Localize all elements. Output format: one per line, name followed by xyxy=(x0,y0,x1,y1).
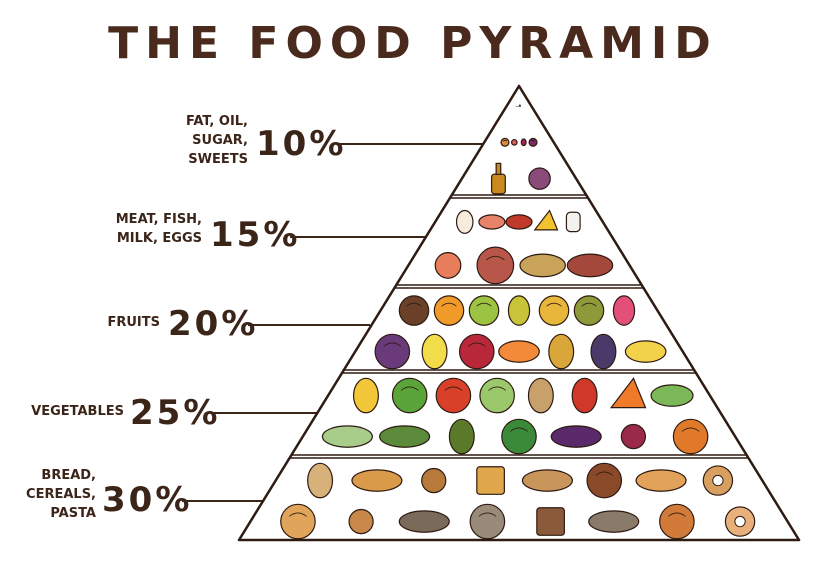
salmon-steak-icon xyxy=(478,214,506,230)
tier-percent-grains: 30% xyxy=(102,480,193,520)
tier-percent-vegetables: 25% xyxy=(130,393,221,433)
pomegranate-icon xyxy=(458,333,495,370)
pastry-icon xyxy=(500,137,510,147)
lettuce-icon xyxy=(391,377,428,414)
cucumber-icon xyxy=(379,425,431,448)
syrup-bottle-icon xyxy=(490,162,506,195)
ice-cream-cone-icon xyxy=(518,103,522,107)
tier-label-fruits: FRUITS xyxy=(80,313,160,332)
cookie-icon xyxy=(348,508,374,535)
jam-jar-icon xyxy=(520,138,527,147)
beet-icon xyxy=(620,423,647,450)
rye-bread-icon xyxy=(398,510,450,533)
eggplant-icon xyxy=(550,425,602,448)
tier-percent-fats: 10% xyxy=(256,124,347,164)
tier-label-fats: FAT, OIL, SUGAR, SWEETS xyxy=(150,112,248,169)
pineapple-icon xyxy=(548,333,575,370)
pear-icon xyxy=(507,295,531,326)
pretzel-icon xyxy=(421,467,447,494)
candy-icon xyxy=(510,138,518,146)
lobster-icon xyxy=(505,214,533,230)
leader-line-vegetables xyxy=(212,412,322,414)
long-loaf-icon xyxy=(588,510,640,533)
tier-label-line: FRUITS xyxy=(107,315,160,330)
avocado-icon xyxy=(448,418,475,455)
tier-label-line: FAT, OIL, xyxy=(185,114,248,129)
plum-icon xyxy=(590,333,617,370)
apple-icon xyxy=(468,295,500,326)
tomato-icon xyxy=(435,377,472,414)
page-title: THE FOOD PYRAMID xyxy=(108,18,718,69)
waffle-icon xyxy=(476,466,505,495)
baguette-icon xyxy=(351,469,403,492)
berry-pie-icon xyxy=(528,137,538,147)
tier-label-protein: MEAT, FISH, MILK, EGGS xyxy=(100,210,202,248)
orange-icon xyxy=(433,295,465,326)
leader-line-grains xyxy=(182,500,274,502)
tier-percent-fruits: 20% xyxy=(168,304,259,344)
leader-line-protein xyxy=(290,236,430,238)
celery-icon xyxy=(650,384,694,407)
milk-glass-icon xyxy=(565,211,581,233)
cabbage-icon xyxy=(479,377,515,414)
lemon-icon xyxy=(421,333,448,370)
leek-icon xyxy=(321,425,373,448)
cheese-wedge-icon xyxy=(533,209,559,231)
leader-line-fruits xyxy=(248,324,370,326)
grapes-icon xyxy=(374,333,411,370)
tier-label-line: BREAD, xyxy=(41,468,96,483)
beef-steak-icon xyxy=(566,253,614,278)
tier-percent-protein: 15% xyxy=(210,215,301,255)
pasta-icon xyxy=(586,462,623,499)
ham-icon xyxy=(476,246,515,285)
pyramid-outline xyxy=(237,84,801,542)
tier-label-line: SUGAR, xyxy=(192,133,248,148)
coconut-icon xyxy=(398,295,430,326)
melon-icon xyxy=(538,295,570,326)
sourdough-icon xyxy=(469,503,506,540)
bagel-icon xyxy=(702,465,734,496)
dragon-fruit-icon xyxy=(612,295,636,326)
tier-label-line: MEAT, FISH, xyxy=(115,212,202,227)
kiwi-icon xyxy=(573,295,605,326)
tier-label-vegetables: VEGETABLES xyxy=(20,402,124,421)
bun-icon xyxy=(280,503,316,540)
fish-icon xyxy=(519,253,566,278)
leader-line-fats xyxy=(336,143,498,145)
eggs-icon xyxy=(455,209,474,234)
lattice-pie-icon xyxy=(659,503,695,540)
potato-icon xyxy=(527,377,554,414)
bread-basket-icon xyxy=(521,469,573,492)
tier-label-grains: BREAD, CEREALS, PASTA xyxy=(10,466,96,523)
fig-icon xyxy=(528,167,551,190)
shrimp-icon xyxy=(434,252,462,279)
bell-pepper-icon xyxy=(571,377,598,414)
corn-icon xyxy=(352,377,379,414)
tier-label-line: CEREALS, xyxy=(26,487,96,502)
broccoli-icon xyxy=(501,418,537,455)
tier-label-line: MILK, EGGS xyxy=(116,231,202,246)
bananas-icon xyxy=(624,340,667,363)
brown-bread-icon xyxy=(536,507,565,536)
tier-label-line: VEGETABLES xyxy=(31,404,124,419)
pyramid-tier xyxy=(450,84,588,196)
pumpkin-icon xyxy=(672,418,709,455)
tier-label-line: PASTA xyxy=(50,506,96,521)
bread-loaf-icon xyxy=(307,462,334,499)
carrot-icon xyxy=(609,377,647,409)
papaya-icon xyxy=(498,340,540,363)
tier-label-line: SWEETS xyxy=(188,152,248,167)
croissant-icon xyxy=(635,469,687,492)
donut-icon xyxy=(724,506,756,537)
